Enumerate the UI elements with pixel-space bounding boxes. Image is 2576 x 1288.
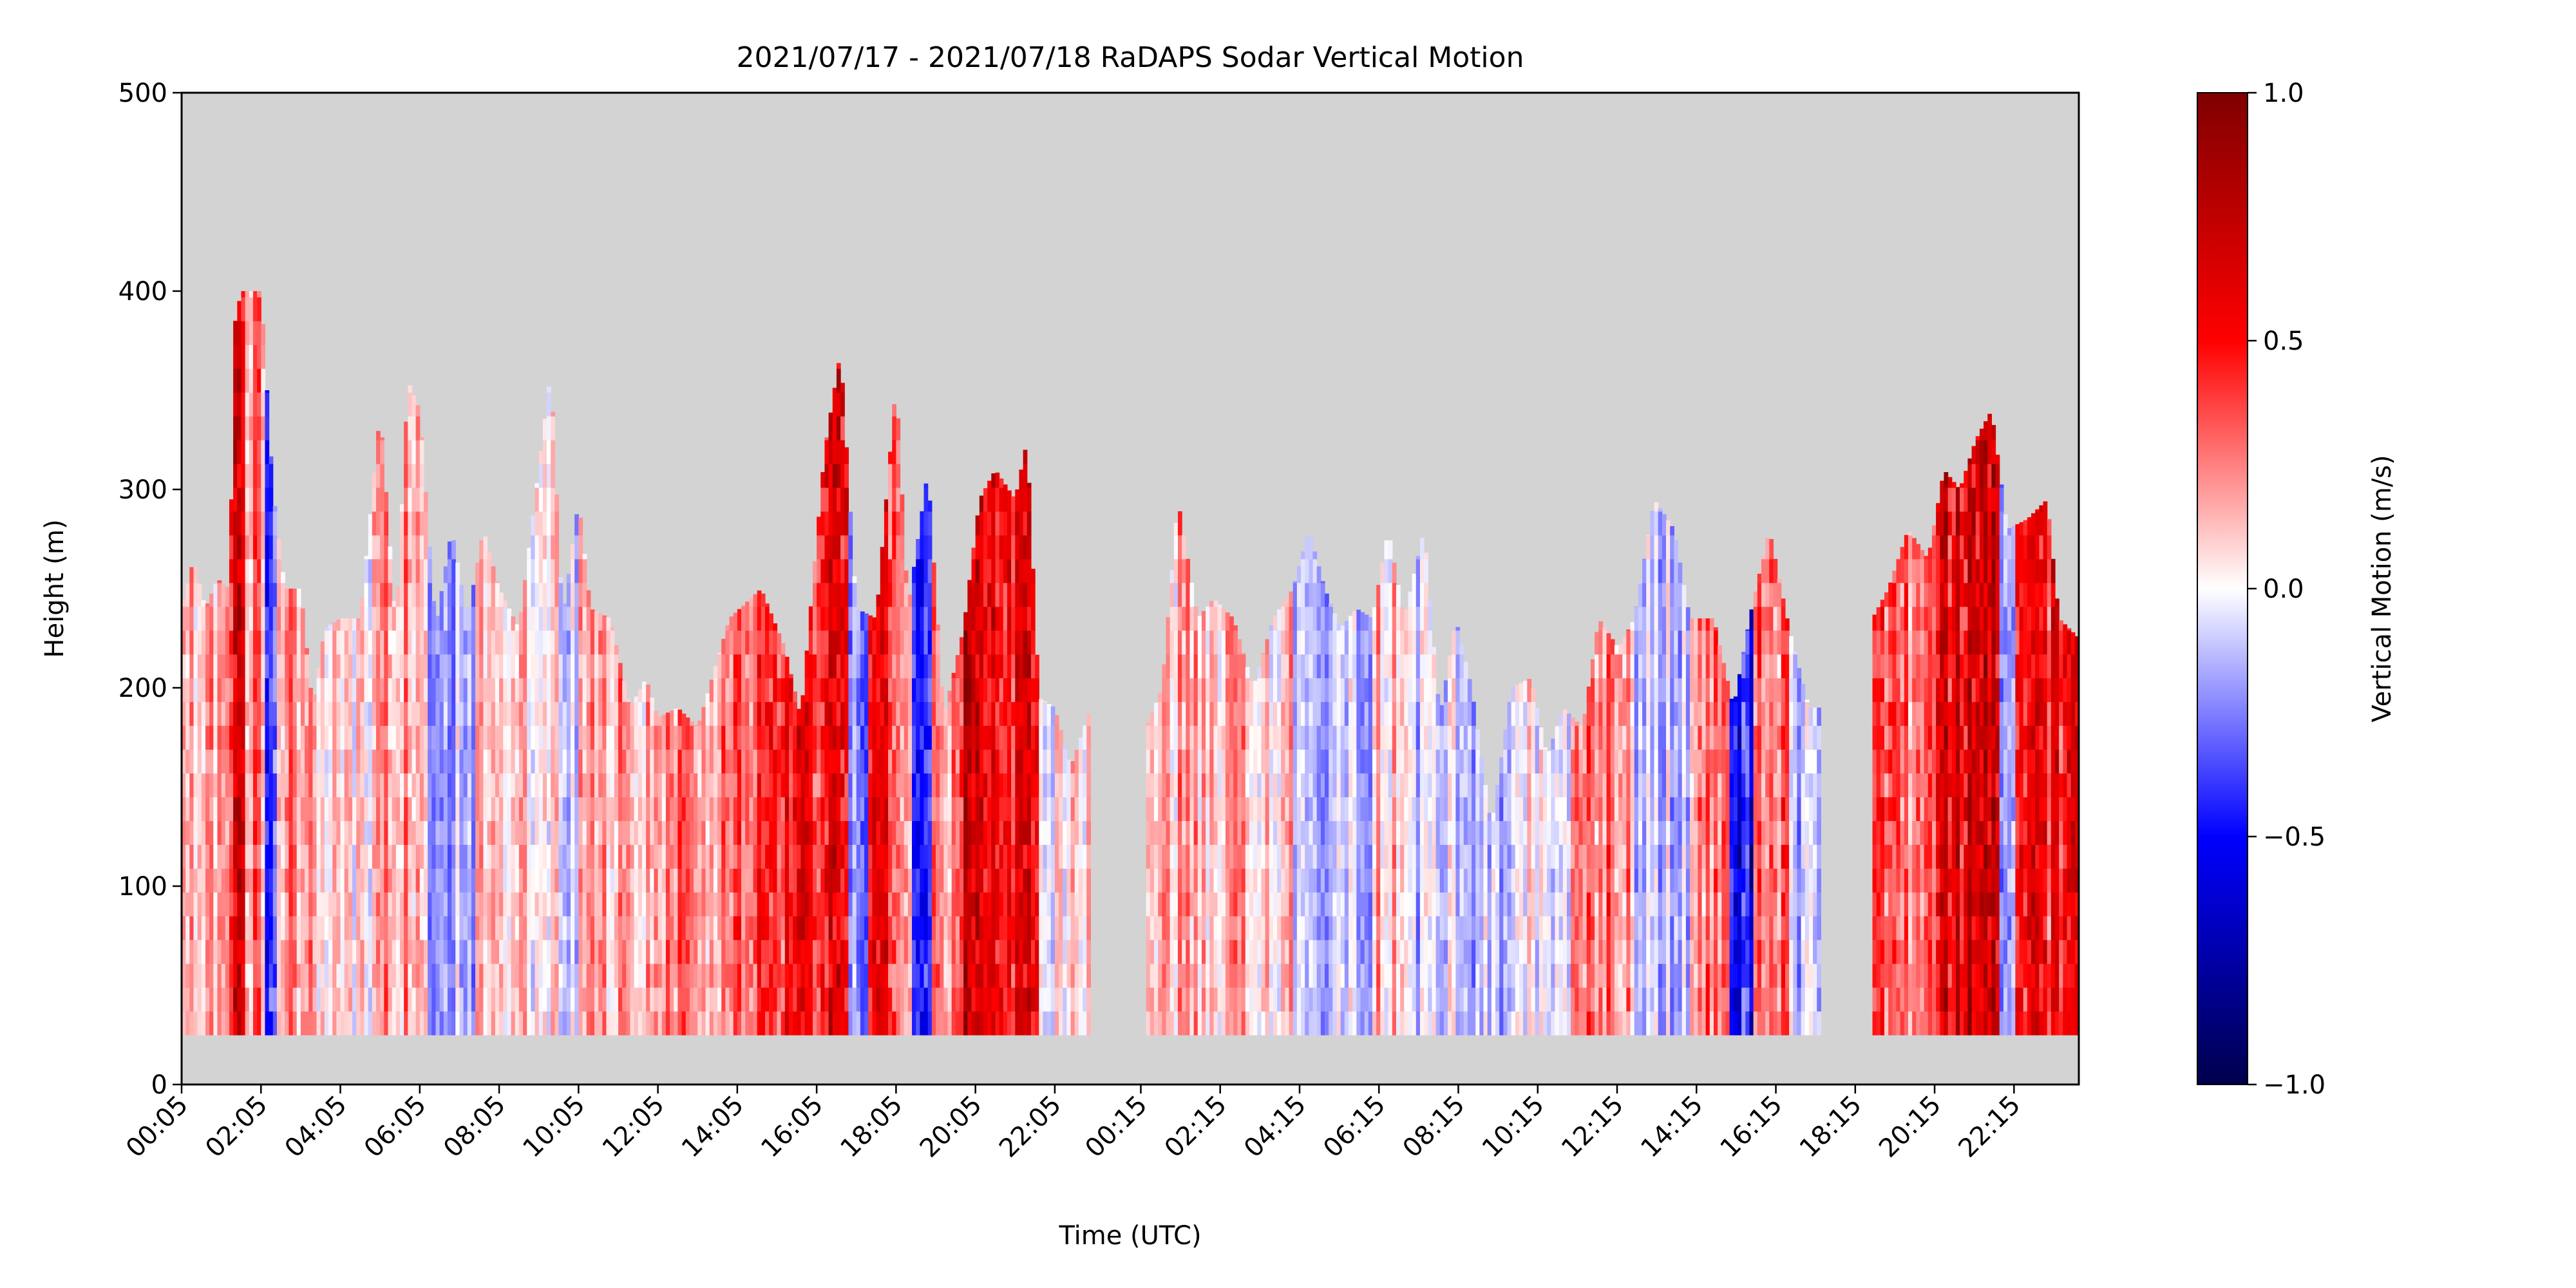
x-tick-label: 12:05	[597, 1090, 670, 1164]
x-tick-label: 00:05	[120, 1090, 194, 1164]
x-tick-label: 06:05	[359, 1090, 432, 1164]
colorbar	[2197, 92, 2248, 1085]
x-tick-label: 04:15	[1238, 1090, 1312, 1164]
x-tick-label: 06:15	[1318, 1090, 1391, 1164]
plot-frame	[180, 91, 2080, 1086]
x-tick-label: 02:05	[200, 1090, 273, 1164]
colorbar-label: Vertical Motion (m/s)	[2367, 455, 2397, 722]
colorbar-ticks: −1.0 −0.5 0.0 0.5 1.0	[2248, 79, 2325, 1100]
x-tick-label: 18:15	[1794, 1090, 1868, 1164]
x-tick-label: 08:15	[1397, 1090, 1471, 1164]
x-tick-label: 12:15	[1556, 1090, 1629, 1164]
colorbar-tick-label: 0.0	[2263, 574, 2304, 604]
x-axis-label: Time (UTC)	[1058, 1221, 1201, 1251]
x-tick-label: 18:05	[835, 1090, 908, 1164]
y-tick-label: 100	[118, 872, 167, 902]
x-tick-label: 00:15	[1079, 1090, 1153, 1164]
colorbar-tick-label: −1.0	[2263, 1070, 2325, 1100]
y-tick-label: 200	[118, 674, 167, 703]
chart-title: 2021/07/17 - 2021/07/18 RaDAPS Sodar Ver…	[737, 41, 1524, 74]
y-axis: 0 100 200 300 400 500	[118, 79, 182, 1100]
x-tick-label: 22:05	[994, 1090, 1067, 1164]
y-tick-label: 500	[118, 79, 167, 108]
colorbar-tick-label: 0.5	[2263, 327, 2304, 356]
x-tick-label: 14:05	[676, 1090, 750, 1164]
colorbar-tick-label: 1.0	[2263, 79, 2304, 108]
x-tick-label: 22:15	[1953, 1090, 2026, 1164]
x-tick-label: 04:05	[279, 1090, 353, 1164]
y-tick-label: 0	[151, 1070, 167, 1100]
x-tick-label: 14:15	[1635, 1090, 1709, 1164]
x-tick-label: 20:05	[914, 1090, 988, 1164]
y-tick-label: 300	[118, 475, 167, 505]
y-tick-label: 400	[118, 277, 167, 307]
x-tick-label: 16:15	[1715, 1090, 1788, 1164]
x-tick-label: 08:05	[438, 1090, 511, 1164]
x-tick-label: 10:05	[517, 1090, 591, 1164]
x-tick-label: 02:15	[1159, 1090, 1233, 1164]
x-tick-label: 10:15	[1477, 1090, 1550, 1164]
x-axis: 00:05 02:05 04:05 06:05 08:05 10:05 12:05 14:05…	[120, 1084, 2026, 1164]
y-axis-label: Height (m)	[40, 519, 70, 658]
x-tick-label: 16:05	[755, 1090, 829, 1164]
vertical-motion-heatmap	[182, 291, 2079, 1036]
x-tick-label: 20:15	[1873, 1090, 1947, 1164]
colorbar-tick-label: −0.5	[2263, 822, 2325, 852]
